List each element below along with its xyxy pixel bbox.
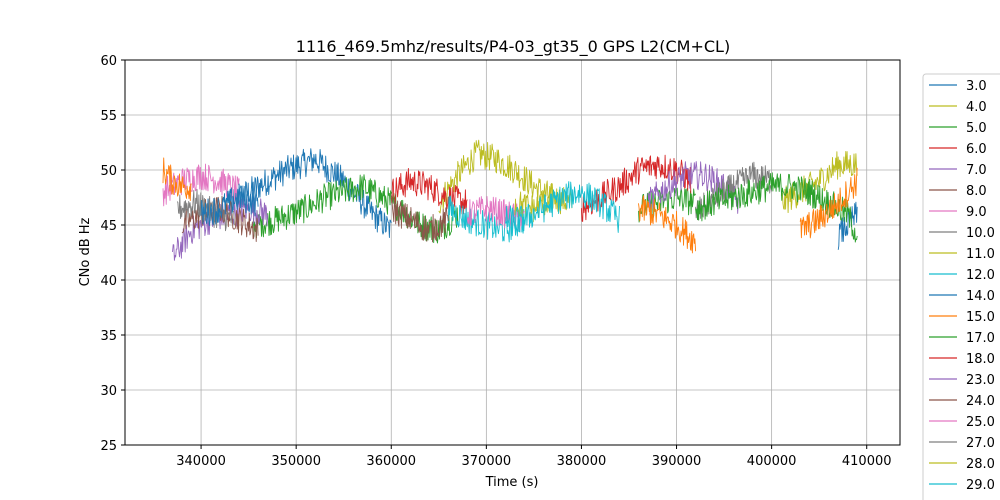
series-line: [638, 195, 697, 254]
legend-label: 6.0: [966, 142, 987, 157]
y-tick-label: 50: [100, 164, 117, 179]
legend-label: 18.0: [966, 352, 995, 367]
y-tick-label: 55: [100, 109, 117, 124]
x-tick-label: 350000: [271, 454, 321, 469]
legend-label: 29.0: [966, 478, 995, 493]
x-axis-ticks: 340000 350000 360000 370000 380000 390000 4000…: [176, 445, 892, 469]
x-tick-label: 340000: [176, 454, 226, 469]
legend-label: 3.0: [966, 79, 987, 94]
grid: [125, 59, 900, 446]
legend-label: 15.0: [966, 310, 995, 325]
legend-label: 10.0: [966, 226, 995, 241]
series-line: [504, 181, 620, 234]
y-tick-label: 25: [100, 439, 117, 454]
chart-title: 1116_469.5mhz/results/P4-03_gt35_0 GPS L…: [296, 37, 730, 57]
series-line: [162, 157, 192, 201]
x-tick-label: 390000: [652, 454, 702, 469]
legend-label: 25.0: [966, 415, 995, 430]
series-line: [438, 139, 573, 215]
legend: 3.0 4.0 5.0 6.0 7.0 8.0 9.0 10.0 11.0 12.0 14.0 15.…: [922, 73, 1000, 500]
legend-label: 9.0: [966, 205, 987, 220]
legend-label: 7.0: [966, 163, 987, 178]
legend-label: 24.0: [966, 394, 995, 409]
legend-label: 17.0: [966, 331, 995, 346]
y-tick-label: 60: [100, 54, 117, 69]
plot-frame: [124, 59, 901, 446]
legend-label: 4.0: [966, 100, 987, 115]
legend-label: 8.0: [966, 184, 987, 199]
legend-label: 28.0: [966, 457, 995, 472]
legend-label: 23.0: [966, 373, 995, 388]
x-tick-label: 400000: [747, 454, 797, 469]
legend-label: 5.0: [966, 121, 987, 136]
y-tick-label: 35: [100, 329, 117, 344]
series-group: [162, 139, 858, 261]
series-line: [647, 161, 739, 216]
y-axis-label: CNo dB Hz: [78, 217, 93, 286]
legend-label: 12.0: [966, 268, 995, 283]
y-tick-label: 40: [100, 274, 117, 289]
y-tick-label: 30: [100, 384, 117, 399]
series-line: [799, 167, 858, 239]
x-axis-label: Time (s): [485, 475, 539, 490]
legend-box: [922, 73, 1000, 500]
y-axis-ticks: 25 30 35 40 45 50 55 60: [100, 54, 125, 454]
series-line: [780, 151, 858, 214]
series-line: [390, 195, 449, 243]
x-tick-label: 370000: [462, 454, 512, 469]
y-tick-label: 45: [100, 219, 117, 234]
x-tick-label: 410000: [842, 454, 892, 469]
series-line: [695, 161, 773, 221]
legend-label: 14.0: [966, 289, 995, 304]
series-line: [390, 167, 468, 215]
x-tick-label: 360000: [366, 454, 416, 469]
series-line: [200, 183, 259, 227]
legend-label: 11.0: [966, 247, 995, 262]
legend-label: 27.0: [966, 436, 995, 451]
x-tick-label: 380000: [557, 454, 607, 469]
